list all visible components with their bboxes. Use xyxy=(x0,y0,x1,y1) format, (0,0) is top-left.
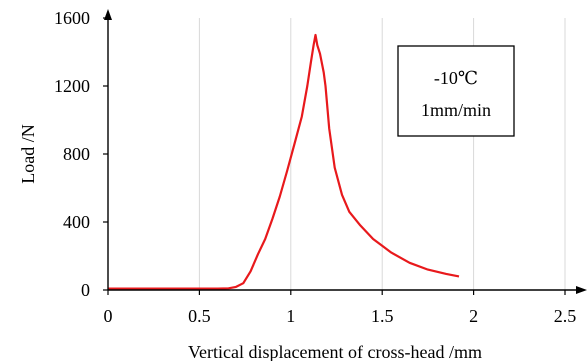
y-tick-label: 0 xyxy=(81,280,90,300)
x-axis-arrow xyxy=(576,286,587,294)
series-line-0 xyxy=(108,33,460,290)
axes xyxy=(104,9,587,294)
x-tick-label: 2 xyxy=(469,306,478,326)
x-tick-label: 0 xyxy=(104,306,113,326)
x-tick-label: 1 xyxy=(286,306,295,326)
x-tick-label: 1.5 xyxy=(371,306,394,326)
tick-labels: 0 0.5 1 1.5 2 2.5 0 400 800 1200 1600 xyxy=(54,8,576,326)
annotation-box: -10℃ 1mm/min xyxy=(397,45,515,137)
y-axis-label: Load /N xyxy=(18,124,38,183)
x-tick-label: 0.5 xyxy=(188,306,211,326)
x-tick-label: 2.5 xyxy=(554,306,577,326)
series-layer xyxy=(108,33,460,290)
annotation-frame xyxy=(397,45,515,137)
y-tick-label: 1600 xyxy=(54,8,90,28)
x-axis-label: Vertical displacement of cross-head /mm xyxy=(188,342,482,361)
annotation-temperature: -10℃ xyxy=(434,68,478,88)
y-tick-label: 800 xyxy=(63,144,90,164)
y-tick-label: 400 xyxy=(63,212,90,232)
y-axis-arrow xyxy=(104,9,112,20)
y-tick-label: 1200 xyxy=(54,76,90,96)
annotation-rate: 1mm/min xyxy=(421,100,491,120)
